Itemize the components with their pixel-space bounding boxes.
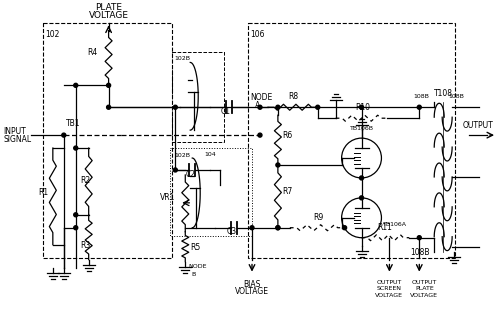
Text: 108B: 108B xyxy=(448,94,464,99)
Circle shape xyxy=(74,213,78,217)
Circle shape xyxy=(360,196,364,200)
Text: SIGNAL: SIGNAL xyxy=(3,135,31,144)
Text: R6: R6 xyxy=(282,131,292,140)
Circle shape xyxy=(360,105,364,109)
Circle shape xyxy=(360,176,364,180)
Text: C3: C3 xyxy=(227,227,237,236)
Circle shape xyxy=(173,105,177,109)
Text: OUTPUT: OUTPUT xyxy=(412,280,437,284)
Text: R7: R7 xyxy=(282,187,292,196)
Text: TB1: TB1 xyxy=(66,119,80,128)
Text: 108B: 108B xyxy=(413,94,429,99)
Circle shape xyxy=(417,236,421,240)
Text: A: A xyxy=(255,101,260,110)
Circle shape xyxy=(107,83,111,87)
Text: PLATE: PLATE xyxy=(415,286,434,291)
Circle shape xyxy=(417,105,421,109)
Circle shape xyxy=(276,226,280,230)
Text: R11: R11 xyxy=(377,223,392,232)
Text: NODE: NODE xyxy=(188,264,207,269)
Text: VR1: VR1 xyxy=(160,193,176,202)
Circle shape xyxy=(62,133,66,137)
Text: PLATE: PLATE xyxy=(95,3,122,12)
Text: VOLTAGE: VOLTAGE xyxy=(235,287,269,296)
Circle shape xyxy=(343,226,347,230)
Circle shape xyxy=(74,226,78,230)
Text: 106: 106 xyxy=(250,30,265,39)
Bar xyxy=(170,148,252,236)
Circle shape xyxy=(316,105,320,109)
Bar xyxy=(172,52,224,142)
Text: VOLTAGE: VOLTAGE xyxy=(89,11,129,20)
Circle shape xyxy=(74,83,78,87)
Circle shape xyxy=(276,105,280,109)
Text: SCREEN: SCREEN xyxy=(377,286,402,291)
Text: 102B: 102B xyxy=(174,56,190,61)
Circle shape xyxy=(107,105,111,109)
Text: OUTPUT: OUTPUT xyxy=(377,280,402,284)
Text: NODE: NODE xyxy=(250,93,272,102)
Text: TB106A: TB106A xyxy=(383,222,407,227)
Text: 104: 104 xyxy=(204,152,216,157)
Bar xyxy=(248,22,455,258)
Text: TB106B: TB106B xyxy=(350,126,374,131)
Text: R2: R2 xyxy=(81,176,91,185)
Circle shape xyxy=(250,226,254,230)
Text: BIAS: BIAS xyxy=(243,280,261,288)
Text: 102B: 102B xyxy=(174,153,190,158)
Circle shape xyxy=(173,168,177,172)
Text: OUTPUT: OUTPUT xyxy=(462,121,493,130)
Bar xyxy=(43,22,172,258)
Circle shape xyxy=(276,226,280,230)
Text: R8: R8 xyxy=(288,92,298,101)
Text: R4: R4 xyxy=(87,49,98,57)
Text: R3: R3 xyxy=(81,241,91,250)
Text: 102: 102 xyxy=(45,30,59,39)
Circle shape xyxy=(258,133,262,137)
Text: R10: R10 xyxy=(356,103,371,112)
Text: INPUT: INPUT xyxy=(3,127,26,136)
Text: R9: R9 xyxy=(314,213,324,222)
Text: R5: R5 xyxy=(190,243,200,252)
Text: T108: T108 xyxy=(434,89,453,98)
Text: VOLTAGE: VOLTAGE xyxy=(410,293,438,298)
Text: VOLTAGE: VOLTAGE xyxy=(375,293,403,298)
Circle shape xyxy=(258,105,262,109)
Text: 108B: 108B xyxy=(410,248,429,257)
Text: C1: C1 xyxy=(221,107,231,116)
Text: R1: R1 xyxy=(38,188,48,197)
Text: C2: C2 xyxy=(185,170,195,179)
Circle shape xyxy=(276,163,280,167)
Text: B: B xyxy=(191,272,195,277)
Circle shape xyxy=(74,146,78,150)
